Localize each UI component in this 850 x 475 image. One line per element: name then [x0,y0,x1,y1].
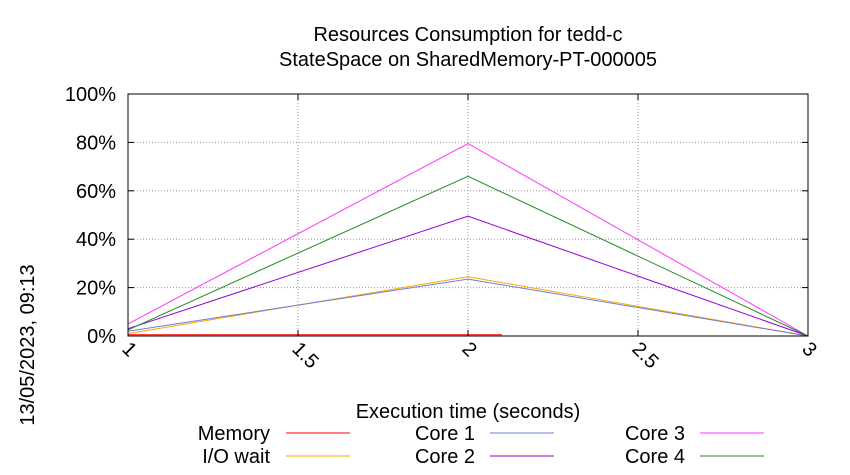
series-line-core-3 [127,143,809,337]
grid [128,94,808,336]
y-tick-label: 60% [76,181,116,203]
axis-ticks: 0% 20% 40% 60% 80% 100% 1 1.5 2 2.5 3 [65,84,821,373]
x-tick-label: 3 [797,338,820,361]
legend-label-memory: Memory [198,423,270,445]
y-tick-label: 100% [65,84,116,106]
chart-title: Resources Consumption for tedd-c [313,24,622,46]
y-tick-label: 0% [87,326,116,348]
timestamp-label: 13/05/2023, 09:13 [17,264,39,425]
x-axis-label: Execution time (seconds) [356,401,581,423]
legend-label-core-4: Core 4 [625,446,685,468]
series-lines [127,143,809,337]
legend-label-core-2: Core 2 [415,446,475,468]
x-tick-label: 2 [457,338,480,361]
legend-label-core-3: Core 3 [625,423,685,445]
x-tick-label: 1.5 [287,338,322,373]
y-tick-label: 80% [76,132,116,154]
x-tick-label: 2.5 [627,338,662,373]
y-tick-label: 20% [76,278,116,300]
legend-label-core-1: Core 1 [415,423,475,445]
legend-label-i-o-wait: I/O wait [202,446,270,468]
series-line-i-o-wait [127,276,809,337]
series-line-core-2 [127,215,809,337]
series-line-core-1 [127,278,809,337]
x-tick-label: 1 [117,338,140,361]
series-line-core-4 [127,175,809,337]
y-tick-label: 40% [76,229,116,251]
chart-subtitle: StateSpace on SharedMemory-PT-000005 [279,49,657,71]
